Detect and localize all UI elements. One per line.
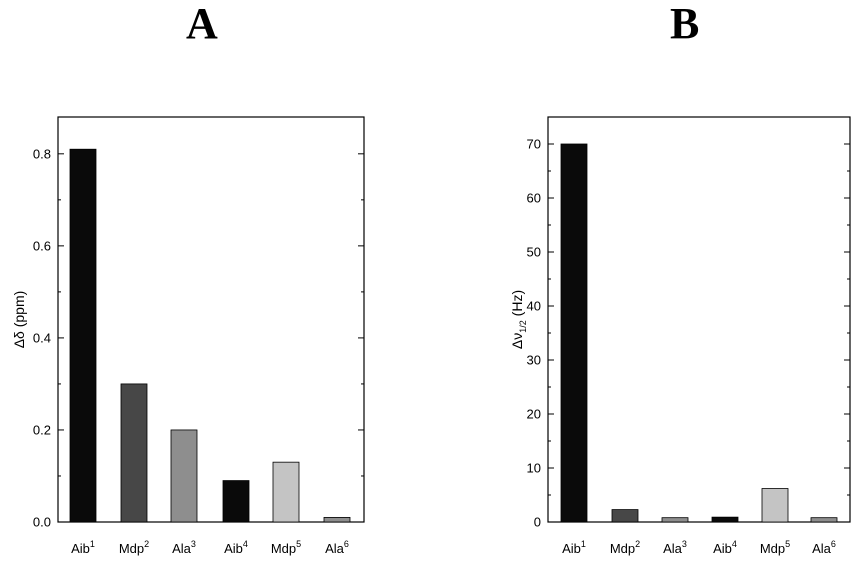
y-tick-label: 0 xyxy=(534,515,541,530)
x-tick-label: Mdp5 xyxy=(760,539,790,556)
bar xyxy=(323,516,351,523)
x-tick-label: Mdp2 xyxy=(610,539,640,556)
y-tick-label: 30 xyxy=(527,353,541,368)
y-tick-label: 10 xyxy=(527,461,541,476)
y-axis-title: Δν1/2 (Hz) xyxy=(509,290,528,349)
y-tick-label: 40 xyxy=(527,299,541,314)
bar xyxy=(222,480,250,523)
plot-frame-b xyxy=(547,116,851,523)
bar xyxy=(69,148,97,523)
y-tick-label: 0.2 xyxy=(33,422,51,437)
x-tick-label: Mdp2 xyxy=(119,539,149,556)
panel-b-letter: B xyxy=(670,0,700,48)
chart-panel-b: 0 10 20 30 40 50 60 70 Aib1 Mdp2 Ala3 Aib4 Mdp5 Ala6 Δ… xyxy=(509,116,851,556)
x-tick-label: Aib4 xyxy=(713,539,737,556)
y-axis-title: Δδ (ppm) xyxy=(11,291,27,349)
y-tick-label: 0.4 xyxy=(33,330,51,345)
y-tick-label: 60 xyxy=(527,191,541,206)
x-tick-label: Mdp5 xyxy=(271,539,301,556)
bar xyxy=(560,143,588,523)
bar xyxy=(810,517,838,523)
y-tick-label: 0.0 xyxy=(33,515,51,530)
bar xyxy=(761,488,789,523)
x-tick-label: Aib4 xyxy=(224,539,248,556)
bar xyxy=(611,509,639,523)
bar xyxy=(661,517,689,523)
x-tick-label: Ala3 xyxy=(172,539,196,556)
y-tick-label: 0.6 xyxy=(33,238,51,253)
y-tick-label: 50 xyxy=(527,245,541,260)
bar xyxy=(120,383,148,523)
x-tick-label: Ala3 xyxy=(663,539,687,556)
bar xyxy=(272,461,300,523)
x-tick-label: Aib1 xyxy=(71,539,95,556)
x-tick-label: Ala6 xyxy=(812,539,836,556)
bar xyxy=(170,429,198,523)
x-tick-label: Ala6 xyxy=(325,539,349,556)
chart-panel-a: 0.0 0.2 0.4 0.6 0.8 Aib1 Mdp2 Ala3 Aib4 Mdp5 Ala6 Δ… xyxy=(11,116,365,556)
x-tick-label: Aib1 xyxy=(562,539,586,556)
y-tick-label: 0.8 xyxy=(33,146,51,161)
y-tick-label: 70 xyxy=(527,137,541,152)
y-tick-label: 20 xyxy=(527,407,541,422)
plot-frame-a xyxy=(57,116,365,523)
bar xyxy=(711,516,739,523)
panel-a-letter: A xyxy=(186,0,218,48)
